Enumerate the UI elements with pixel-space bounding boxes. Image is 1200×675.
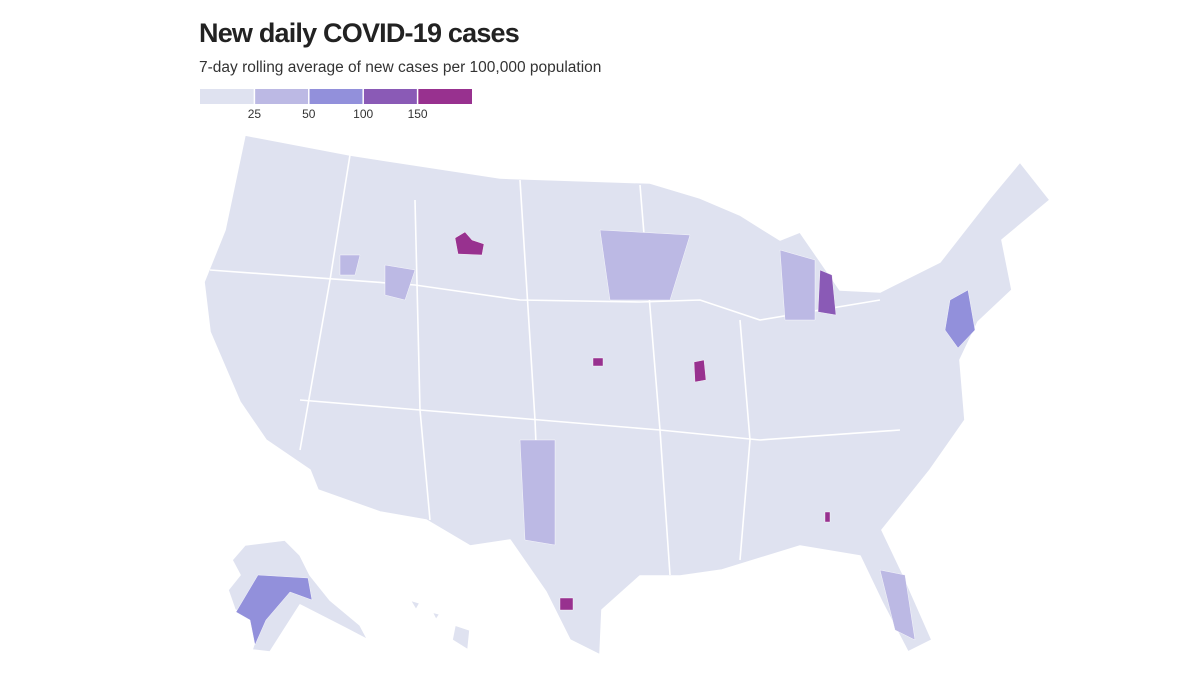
county-highlight [944, 289, 976, 349]
state-border [414, 199, 431, 521]
state-border [739, 319, 751, 561]
hawaii [451, 624, 471, 651]
hawaii [431, 611, 441, 621]
county-highlight [693, 359, 707, 383]
county-highlight [592, 357, 604, 367]
chart-title: New daily COVID-19 cases [199, 18, 519, 48]
legend-swatch [308, 89, 364, 104]
hawaii [409, 599, 421, 611]
chart-subtitle: 7-day rolling average of new cases per 1… [199, 59, 601, 76]
county-highlight [559, 597, 574, 611]
legend-tick-label: 50 [302, 107, 316, 121]
county-highlight [599, 229, 691, 301]
county-highlight [339, 254, 361, 276]
state-border [299, 154, 351, 451]
legend-tick-label: 150 [408, 107, 428, 121]
us-map [203, 134, 1051, 656]
county-highlight [519, 439, 556, 546]
state-border [209, 269, 881, 321]
legend-tick-label: 100 [353, 107, 373, 121]
lower-48 [203, 134, 1051, 656]
legend-swatch [363, 89, 418, 104]
legend-swatch [200, 89, 255, 104]
legend: 25 50 100 150 [200, 89, 472, 121]
county-highlight [817, 269, 837, 316]
legend-swatch [254, 89, 309, 104]
county-highlight [384, 264, 416, 301]
county-highlight [779, 249, 816, 321]
legend-tick-label: 25 [248, 107, 262, 121]
county-highlight [454, 231, 485, 256]
county-highlight [235, 574, 313, 646]
legend-swatch [417, 89, 472, 104]
state-border [299, 399, 901, 441]
county-highlight [824, 511, 831, 523]
county-highlight [879, 569, 916, 641]
